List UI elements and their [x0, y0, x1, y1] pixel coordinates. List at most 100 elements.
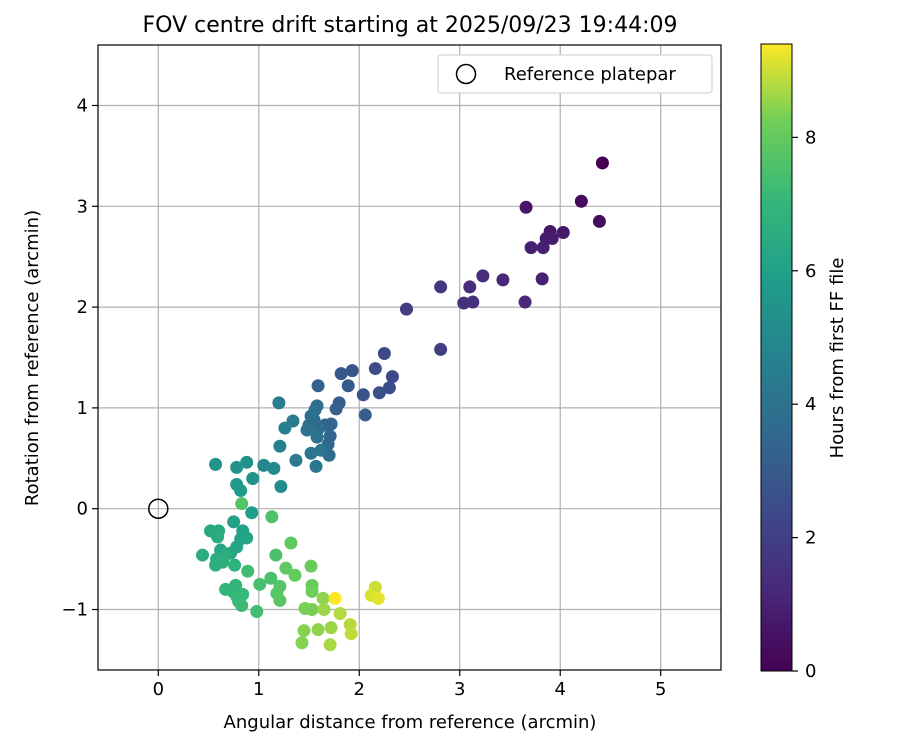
y-tick-label: 1: [77, 398, 88, 419]
data-point: [333, 607, 347, 621]
x-tick-label: 0: [153, 679, 164, 700]
data-point: [257, 458, 271, 472]
data-point: [273, 439, 287, 453]
data-point: [311, 623, 325, 637]
data-point: [211, 530, 225, 544]
data-point: [289, 453, 303, 467]
data-point: [250, 605, 264, 619]
y-tick-label: 0: [77, 499, 88, 520]
data-point: [295, 636, 309, 650]
data-point: [371, 591, 385, 605]
colorbar-tick-label: 0: [805, 661, 816, 682]
data-point: [216, 555, 230, 569]
data-point: [311, 379, 325, 393]
x-axis-label: Angular distance from reference (arcmin): [224, 712, 597, 733]
data-point: [344, 627, 358, 641]
data-point: [372, 386, 386, 400]
data-point: [253, 577, 267, 591]
y-tick-label: 3: [77, 196, 88, 217]
x-tick-label: 3: [454, 679, 465, 700]
data-point: [356, 388, 370, 402]
y-axis-ticks: −1 0 1 2 3 4: [61, 95, 98, 621]
data-point: [300, 423, 314, 437]
data-point: [535, 272, 549, 286]
data-point: [310, 430, 324, 444]
data-point: [235, 497, 249, 511]
data-point: [536, 241, 550, 255]
x-tick-label: 1: [253, 679, 264, 700]
data-point: [196, 548, 210, 562]
data-point: [524, 241, 538, 255]
data-point: [556, 226, 570, 239]
data-point: [385, 370, 399, 384]
data-point: [595, 156, 609, 170]
y-tick-label: 2: [77, 297, 88, 318]
legend-marker: [455, 63, 477, 85]
data-point: [235, 598, 249, 612]
data-point: [399, 302, 413, 316]
data-point: [278, 421, 292, 435]
chart-title: FOV centre drift starting at 2025/09/23 …: [143, 13, 678, 38]
data-point: [316, 591, 330, 605]
data-point: [329, 402, 343, 416]
reference-platepar-point: [148, 498, 169, 519]
colorbar-tick-label: 8: [805, 127, 816, 148]
data-point: [324, 621, 338, 635]
data-point: [240, 455, 254, 469]
data-point: [463, 280, 477, 294]
data-point: [434, 280, 448, 294]
data-point: [334, 367, 348, 381]
plot-area: [98, 45, 721, 670]
data-point: [305, 603, 319, 617]
data-point: [273, 593, 287, 607]
data-point: [288, 568, 302, 582]
data-point: [328, 591, 342, 605]
data-point: [310, 399, 324, 413]
data-point: [476, 269, 490, 283]
x-tick-label: 2: [354, 679, 365, 700]
data-point: [368, 362, 382, 376]
data-point: [518, 295, 532, 309]
y-tick-label: −1: [61, 600, 88, 621]
x-axis-ticks: 0 1 2 3 4 5: [153, 670, 666, 700]
data-point: [264, 571, 278, 585]
reference-layer: [148, 498, 169, 519]
colorbar-ticks: 0 2 4 6 8: [792, 127, 816, 682]
data-point: [545, 232, 559, 246]
plot-frame: [97, 44, 722, 671]
data-points: [196, 156, 609, 652]
data-point: [317, 603, 331, 617]
data-point: [314, 443, 328, 457]
data-point: [209, 457, 223, 471]
y-tick-label: 4: [77, 95, 88, 116]
data-point: [245, 506, 259, 520]
data-point: [246, 471, 260, 485]
data-point: [230, 460, 244, 474]
data-point: [466, 295, 480, 309]
colorbar-tick-label: 2: [805, 528, 816, 549]
data-point: [304, 559, 318, 573]
data-point: [434, 342, 448, 356]
data-point: [304, 409, 318, 423]
legend-label: Reference platepar: [504, 64, 676, 85]
data-point: [267, 461, 281, 475]
data-point: [496, 273, 510, 287]
data-point: [324, 417, 338, 431]
colorbar-tick-label: 4: [805, 394, 816, 415]
data-point: [304, 446, 318, 460]
data-point: [228, 558, 242, 572]
data-point: [345, 364, 359, 378]
data-point: [269, 548, 283, 562]
colorbar-label: Hours from first FF file: [827, 258, 848, 459]
data-point: [284, 536, 298, 550]
data-point: [382, 381, 396, 395]
data-point: [297, 624, 311, 638]
data-point: [305, 584, 319, 598]
data-point: [265, 510, 279, 524]
colorbar: [760, 43, 793, 672]
data-point: [519, 200, 533, 214]
data-point: [234, 484, 248, 498]
data-point: [279, 561, 293, 575]
data-point: [274, 480, 288, 494]
data-point: [574, 194, 588, 208]
